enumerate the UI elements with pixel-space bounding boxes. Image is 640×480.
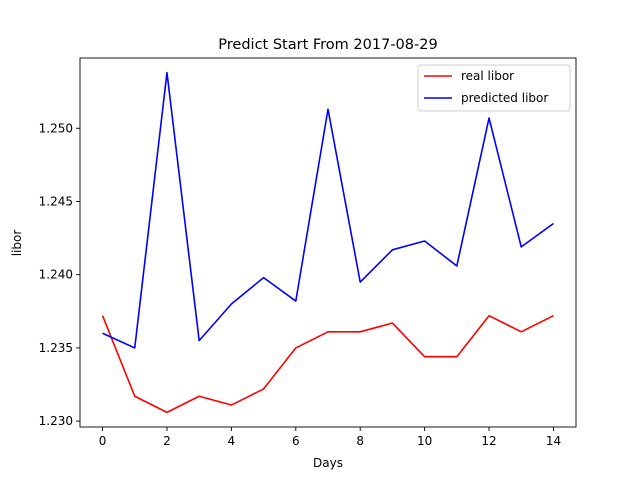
legend: real libor predicted libor — [417, 64, 571, 112]
y-tick-label: 1.235 — [39, 341, 73, 355]
x-axis-label: Days — [313, 456, 343, 470]
x-tick-label: 2 — [163, 434, 171, 448]
legend-label-1: predicted libor — [461, 91, 548, 105]
x-tick-label: 12 — [481, 434, 496, 448]
axes: 0 2 4 6 8 10 12 14 1.230 1.235 1.240 1.245 1.250 — [39, 57, 577, 448]
x-tick-label: 10 — [417, 434, 432, 448]
legend-box — [417, 64, 571, 112]
x-tick-label: 4 — [228, 434, 236, 448]
x-tick-label: 6 — [292, 434, 300, 448]
x-tick-label: 8 — [356, 434, 364, 448]
series-line-1 — [102, 71, 554, 349]
y-tick-label: 1.230 — [39, 414, 73, 428]
legend-label-0: real libor — [461, 69, 514, 83]
y-tick-label: 1.245 — [39, 195, 73, 209]
series-line-0 — [101, 314, 554, 414]
y-tick-label: 1.250 — [39, 121, 73, 135]
x-tick-label: 14 — [546, 434, 561, 448]
chart-title: Predict Start From 2017-08-29 — [218, 37, 437, 53]
axes-frame — [79, 57, 577, 428]
y-axis-label: libor — [10, 230, 24, 257]
plot-area — [101, 71, 554, 414]
y-tick-label: 1.240 — [39, 268, 73, 282]
x-tick-label: 0 — [99, 434, 107, 448]
